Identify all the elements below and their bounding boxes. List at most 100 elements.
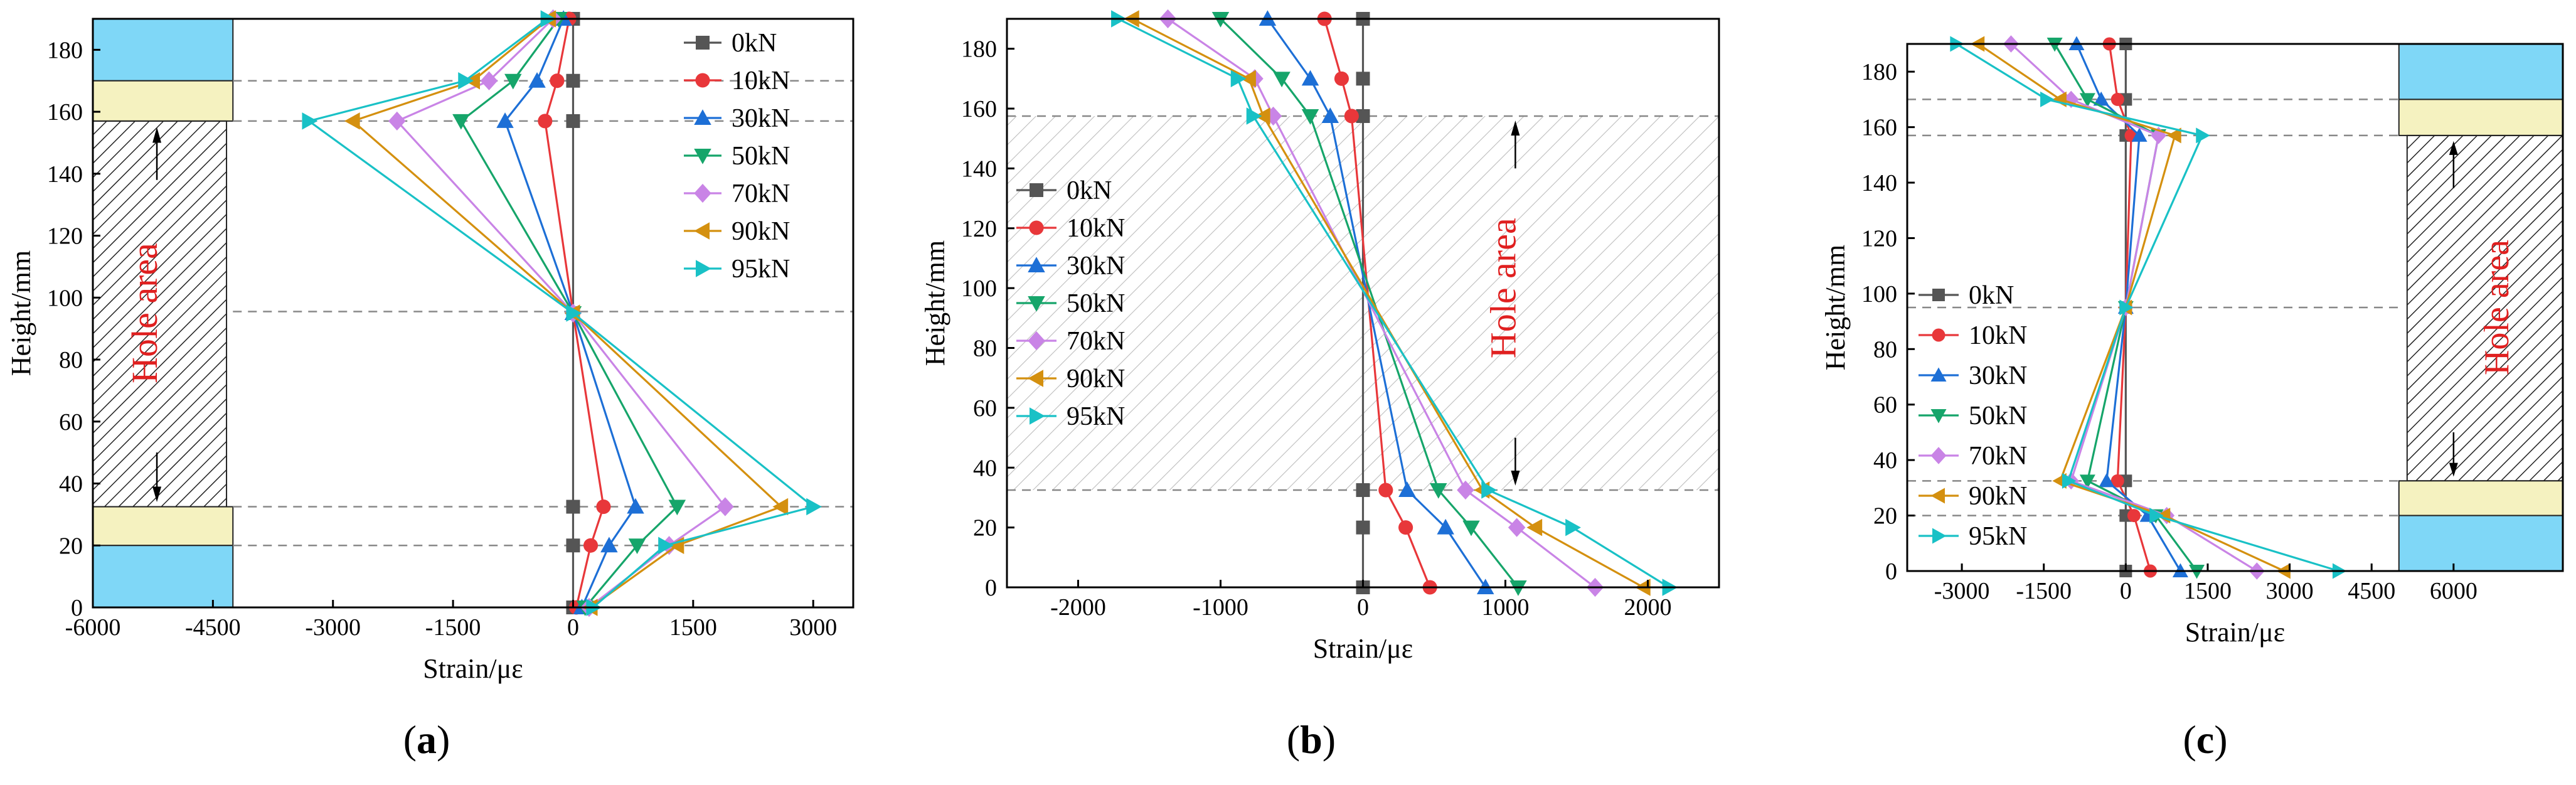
data-point-90kN bbox=[2167, 127, 2181, 144]
x-tick-label: -6000 bbox=[65, 614, 121, 641]
data-point-70kN bbox=[388, 111, 406, 131]
data-point-95kN bbox=[1230, 70, 1247, 88]
data-point-90kN bbox=[2052, 91, 2067, 107]
x-tick-label: 1500 bbox=[2184, 578, 2232, 604]
data-point-95kN bbox=[2149, 508, 2164, 524]
legend-label: 70kN bbox=[1067, 327, 1125, 356]
y-tick-label: 160 bbox=[961, 96, 997, 122]
data-point-30kN bbox=[528, 72, 546, 88]
data-point-95kN bbox=[658, 537, 674, 555]
y-tick-label: 0 bbox=[985, 575, 997, 601]
legend-marker bbox=[696, 260, 711, 277]
y-axis-label: Height/mm bbox=[6, 250, 36, 376]
panel-label: (b) bbox=[1287, 717, 1336, 762]
legend-label: 10kN bbox=[732, 67, 790, 95]
y-tick-label: 120 bbox=[961, 216, 997, 242]
y-tick-label: 140 bbox=[961, 156, 997, 182]
legend-label: 90kN bbox=[1067, 365, 1125, 393]
legend-label: 50kN bbox=[732, 142, 790, 171]
hole-area-region bbox=[92, 120, 228, 508]
data-point-30kN bbox=[1437, 518, 1454, 535]
data-point-10kN bbox=[1344, 109, 1359, 124]
y-tick-label: 60 bbox=[973, 395, 997, 422]
legend-label: 95kN bbox=[732, 255, 790, 284]
y-tick-label: 20 bbox=[973, 515, 997, 542]
legend-marker bbox=[694, 109, 711, 125]
x-tick-label: -2000 bbox=[1050, 594, 1106, 621]
data-point-30kN bbox=[1398, 481, 1416, 498]
data-point-95kN bbox=[1565, 518, 1581, 537]
data-point-95kN bbox=[458, 72, 474, 90]
panel-label: (c) bbox=[2183, 717, 2227, 762]
legend-label: 50kN bbox=[1067, 289, 1125, 318]
x-tick-label: 0 bbox=[2120, 578, 2132, 604]
data-point-30kN bbox=[2099, 473, 2115, 488]
data-point-10kN bbox=[2110, 474, 2124, 488]
plot-frame bbox=[92, 18, 854, 609]
legend-marker bbox=[1030, 183, 1043, 197]
legend-label: 10kN bbox=[1067, 214, 1125, 243]
data-point-10kN bbox=[550, 73, 565, 88]
y-tick-label: 20 bbox=[1873, 503, 1897, 530]
legend-label: 70kN bbox=[1969, 442, 2027, 471]
support-top-yellow bbox=[92, 80, 234, 122]
x-axis-label: Strain/με bbox=[2185, 617, 2285, 648]
y-tick-label: 100 bbox=[47, 285, 83, 311]
y-tick-label: 100 bbox=[961, 275, 997, 302]
x-tick-label: 3000 bbox=[2266, 578, 2314, 604]
x-tick-label: 3000 bbox=[789, 614, 837, 641]
legend-label: 95kN bbox=[1969, 522, 2027, 551]
legend-label: 30kN bbox=[732, 104, 790, 133]
x-tick-label: -4500 bbox=[185, 614, 241, 641]
data-point-30kN bbox=[496, 112, 514, 128]
legend-marker bbox=[1030, 407, 1045, 425]
data-point-10kN bbox=[538, 114, 553, 129]
plot-frame bbox=[1906, 43, 2564, 572]
x-tick-label: 0 bbox=[1357, 594, 1369, 621]
data-point-70kN bbox=[480, 71, 498, 90]
y-tick-label: 140 bbox=[1861, 170, 1897, 196]
x-tick-label: 0 bbox=[567, 614, 579, 641]
x-tick-label: 4500 bbox=[2348, 578, 2395, 604]
hole-area-label: Hole area bbox=[2478, 240, 2516, 375]
data-point-0kN bbox=[1356, 109, 1370, 123]
legend-marker bbox=[1930, 488, 1945, 504]
data-point-50kN bbox=[2079, 474, 2095, 489]
y-tick-label: 160 bbox=[47, 99, 83, 125]
y-tick-label: 120 bbox=[1861, 225, 1897, 252]
data-point-90kN bbox=[1254, 107, 1270, 125]
y-tick-label: 180 bbox=[961, 36, 997, 63]
data-point-0kN bbox=[566, 114, 580, 128]
data-point-30kN bbox=[600, 537, 618, 553]
panel-label: (a) bbox=[403, 717, 450, 762]
support-top-blue bbox=[2398, 43, 2563, 100]
series-line-70kN bbox=[1167, 18, 1596, 589]
y-tick-label: 60 bbox=[59, 409, 83, 435]
legend-label: 90kN bbox=[1969, 482, 2027, 511]
data-point-30kN bbox=[1321, 107, 1339, 123]
legend-marker bbox=[1930, 447, 1947, 464]
panel-c-chart: Hole area -3000 -1500 0 1500 3000 4500 6000 0 20 4… bbox=[1820, 35, 2564, 762]
y-tick-label: 40 bbox=[59, 471, 83, 498]
legend-marker bbox=[695, 73, 710, 88]
x-tick-label: -1500 bbox=[425, 614, 481, 641]
x-tick-label: 6000 bbox=[2430, 578, 2478, 604]
legend-marker bbox=[694, 183, 711, 203]
series-line-70kN bbox=[396, 18, 726, 609]
data-point-0kN bbox=[566, 73, 580, 88]
data-point-0kN bbox=[566, 499, 580, 514]
data-point-0kN bbox=[1356, 483, 1370, 498]
data-point-50kN bbox=[668, 499, 686, 516]
data-point-50kN bbox=[1273, 72, 1291, 88]
x-tick-label: 1000 bbox=[1482, 594, 1530, 621]
data-point-95kN bbox=[806, 498, 822, 516]
data-point-10kN bbox=[1378, 483, 1393, 498]
data-point-50kN bbox=[1301, 109, 1319, 125]
x-tick-label: -3000 bbox=[1934, 578, 1990, 604]
data-point-95kN bbox=[2062, 473, 2077, 489]
legend-label: 10kN bbox=[1969, 321, 2027, 350]
legend-marker bbox=[1028, 370, 1043, 387]
hole-area-label: Hole area bbox=[124, 243, 165, 383]
y-tick-label: 80 bbox=[1873, 336, 1897, 363]
